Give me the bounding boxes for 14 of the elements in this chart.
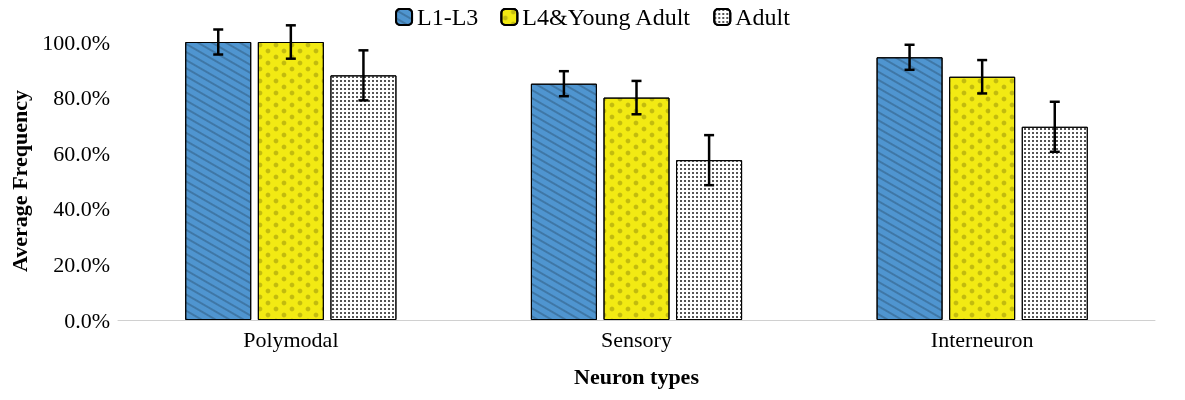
y-axis-title: Average Frequency [6, 90, 32, 272]
x-tick-label: Polymodal [243, 326, 339, 352]
x-tick-label: Interneuron [930, 326, 1034, 352]
y-tick-label: 60.0% [53, 140, 110, 166]
legend-label: Adult [735, 4, 791, 30]
y-tick-label: 80.0% [53, 85, 110, 111]
y-tick-label: 40.0% [53, 196, 110, 222]
x-axis-title: Neuron types [574, 363, 700, 389]
y-tick-label: 100.0% [42, 29, 110, 55]
y-tick-label: 0.0% [64, 307, 110, 333]
x-tick-label: Sensory [601, 326, 672, 352]
legend-label: L4&Young Adult [522, 4, 691, 30]
legend-label: L1-L3 [417, 4, 479, 30]
y-tick-label: 20.0% [53, 251, 110, 277]
